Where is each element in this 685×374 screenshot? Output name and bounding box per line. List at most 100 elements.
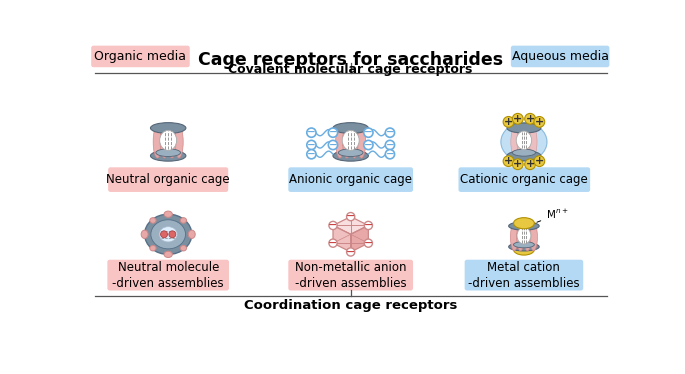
Ellipse shape <box>530 127 537 157</box>
Circle shape <box>347 212 355 221</box>
Ellipse shape <box>180 245 186 251</box>
FancyBboxPatch shape <box>288 260 413 291</box>
Ellipse shape <box>509 222 539 230</box>
Ellipse shape <box>151 220 186 249</box>
Ellipse shape <box>523 127 531 157</box>
Text: +: + <box>535 156 544 166</box>
Ellipse shape <box>514 218 534 229</box>
Circle shape <box>512 113 523 124</box>
Ellipse shape <box>511 127 519 157</box>
Text: +: + <box>525 159 535 169</box>
Text: −: − <box>386 149 395 159</box>
Circle shape <box>328 128 338 137</box>
Circle shape <box>364 221 373 230</box>
Text: Non-metallic anion
-driven assemblies: Non-metallic anion -driven assemblies <box>295 261 406 289</box>
Ellipse shape <box>188 230 195 239</box>
Ellipse shape <box>516 131 532 150</box>
Text: Organic media: Organic media <box>95 50 186 63</box>
Ellipse shape <box>168 126 176 158</box>
Ellipse shape <box>159 227 177 242</box>
Text: −: − <box>307 149 316 159</box>
Text: +: + <box>535 117 544 127</box>
Circle shape <box>364 239 373 247</box>
Circle shape <box>503 116 514 127</box>
Ellipse shape <box>338 149 363 157</box>
Ellipse shape <box>509 243 539 251</box>
Text: −: − <box>329 127 337 137</box>
Text: −: − <box>364 238 373 248</box>
Text: Coordination cage receptors: Coordination cage receptors <box>244 299 458 312</box>
Text: +: + <box>513 114 523 124</box>
Circle shape <box>534 116 545 127</box>
FancyBboxPatch shape <box>91 46 190 67</box>
Ellipse shape <box>517 127 525 157</box>
Circle shape <box>307 150 316 159</box>
Ellipse shape <box>164 251 173 258</box>
FancyBboxPatch shape <box>464 260 583 291</box>
Circle shape <box>503 156 514 166</box>
Circle shape <box>534 156 545 166</box>
Ellipse shape <box>141 230 148 239</box>
Text: Cationic organic cage: Cationic organic cage <box>460 173 588 186</box>
Circle shape <box>347 248 355 256</box>
FancyBboxPatch shape <box>288 167 413 192</box>
Circle shape <box>329 239 337 247</box>
Text: +: + <box>525 114 535 124</box>
Ellipse shape <box>357 126 366 158</box>
Ellipse shape <box>507 123 541 133</box>
Ellipse shape <box>151 150 186 161</box>
Ellipse shape <box>156 149 181 157</box>
Ellipse shape <box>342 131 359 150</box>
Text: −: − <box>328 220 338 230</box>
Ellipse shape <box>333 123 369 134</box>
Circle shape <box>328 140 338 150</box>
Ellipse shape <box>514 244 534 255</box>
Ellipse shape <box>160 131 177 150</box>
Text: Aqueous media: Aqueous media <box>512 50 608 63</box>
Ellipse shape <box>151 123 186 134</box>
Circle shape <box>386 140 395 150</box>
Ellipse shape <box>510 223 518 251</box>
Ellipse shape <box>530 223 538 251</box>
FancyBboxPatch shape <box>108 167 228 192</box>
Circle shape <box>329 221 337 230</box>
Polygon shape <box>351 226 369 252</box>
Ellipse shape <box>160 126 169 158</box>
Text: −: − <box>364 140 373 150</box>
Text: Anionic organic cage: Anionic organic cage <box>289 173 412 186</box>
Text: −: − <box>328 238 338 248</box>
Text: Neutral molecule
-driven assemblies: Neutral molecule -driven assemblies <box>112 261 224 289</box>
Circle shape <box>169 231 176 238</box>
Circle shape <box>386 128 395 137</box>
Ellipse shape <box>150 245 156 251</box>
Circle shape <box>512 159 523 170</box>
Text: −: − <box>307 127 316 137</box>
Text: −: − <box>386 140 395 150</box>
Text: +: + <box>504 117 513 127</box>
Circle shape <box>364 128 373 137</box>
Ellipse shape <box>523 223 531 251</box>
Circle shape <box>386 150 395 159</box>
Text: M$^{n+}$: M$^{n+}$ <box>537 208 569 222</box>
Text: Cage receptors for saccharides: Cage receptors for saccharides <box>198 51 503 69</box>
Ellipse shape <box>145 214 192 254</box>
Ellipse shape <box>512 149 536 156</box>
Text: −: − <box>364 220 373 230</box>
Text: −: − <box>307 140 316 150</box>
Circle shape <box>307 128 316 137</box>
Ellipse shape <box>501 123 547 161</box>
Text: +: + <box>513 159 523 169</box>
Ellipse shape <box>342 126 351 158</box>
Ellipse shape <box>350 126 359 158</box>
Ellipse shape <box>150 218 156 223</box>
Ellipse shape <box>336 126 344 158</box>
FancyBboxPatch shape <box>458 167 590 192</box>
Ellipse shape <box>514 242 534 248</box>
Text: −: − <box>364 127 373 137</box>
Text: Covalent molecular cage receptors: Covalent molecular cage receptors <box>229 63 473 76</box>
Circle shape <box>364 140 373 150</box>
Ellipse shape <box>333 150 369 161</box>
FancyBboxPatch shape <box>108 260 229 291</box>
Ellipse shape <box>516 223 524 251</box>
Text: −: − <box>346 247 356 257</box>
